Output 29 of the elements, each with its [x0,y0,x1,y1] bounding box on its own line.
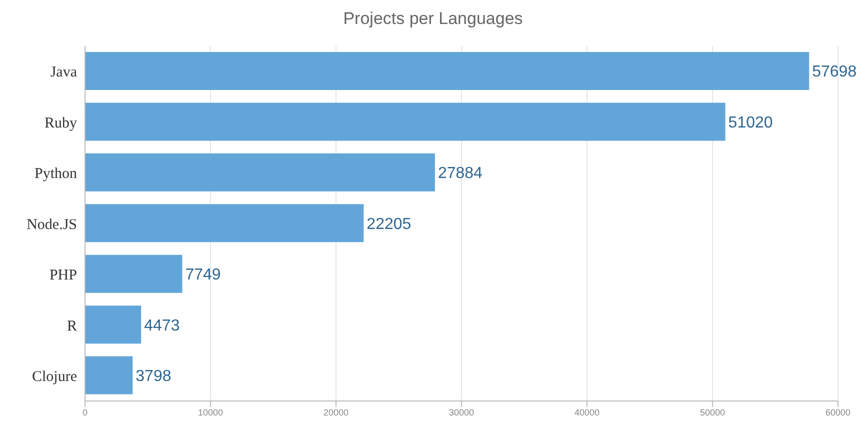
x-tick-label: 20000 [323,407,349,418]
bar [85,52,810,90]
data-label: 22205 [366,216,412,233]
y-tick-label: Python [34,166,78,182]
y-tick-label: Ruby [44,115,78,132]
bar [85,356,133,394]
bar [85,102,726,141]
x-tick-label: 50000 [700,407,726,418]
data-label: 7749 [185,266,221,284]
x-tick-label: 10000 [198,407,224,418]
x-tick-label: 40000 [574,407,600,418]
y-tick-label: PHP [49,268,77,284]
data-label: 57698 [812,64,857,81]
data-label: 51020 [728,114,773,132]
y-tick-label: R [66,318,77,334]
chart-title: Projects per Languages [342,8,524,30]
bar [85,153,435,192]
x-tick-label: 30000 [448,407,474,418]
x-tick-label: 0 [82,407,88,418]
bar [85,254,182,293]
data-label: 4473 [144,317,180,334]
data-label: 3798 [136,368,172,385]
data-label: 27884 [438,165,483,182]
y-tick-label: Node.JS [26,216,77,233]
y-tick-label: Clojure [32,368,78,385]
bar [85,306,142,344]
x-tick-label: 60000 [825,407,851,418]
y-tick-label: Java [50,64,78,81]
bar [85,204,364,242]
